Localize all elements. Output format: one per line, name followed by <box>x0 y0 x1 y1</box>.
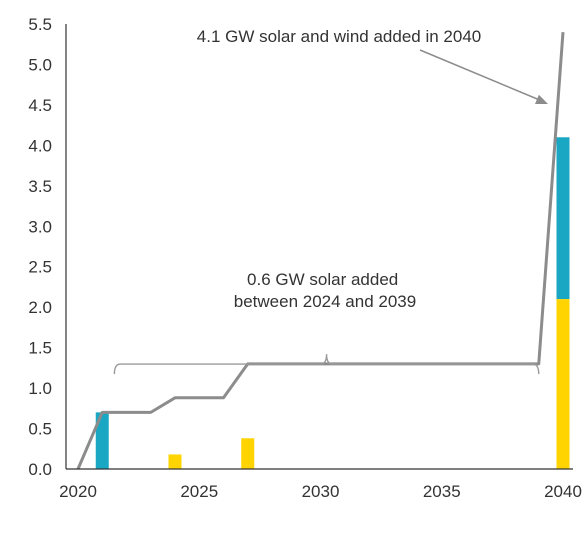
annotation-solar-line-1: 0.6 GW solar added <box>247 270 398 289</box>
x-tick-labels: 2020 2025 2030 2035 2040 <box>59 482 582 501</box>
bars-layer <box>95 137 570 469</box>
y-tick-label: 3.0 <box>28 217 52 236</box>
x-tick-label: 2030 <box>302 482 340 501</box>
annotation-solar-line-2: between 2024 and 2039 <box>234 292 416 311</box>
y-tick-labels: 0.0 0.5 1.0 1.5 2.0 2.5 3.0 3.5 4.0 4.5 5.0 5.5 <box>28 15 52 479</box>
bar <box>241 438 255 469</box>
bar <box>556 299 570 469</box>
y-tick-label: 2.0 <box>28 298 52 317</box>
annotation-2040-label: 4.1 GW solar and wind added in 2040 <box>197 27 481 46</box>
annotation-arrow-head <box>535 94 548 104</box>
x-tick-label: 2025 <box>180 482 218 501</box>
cumulative-line <box>76 31 565 470</box>
x-tick-label: 2040 <box>544 482 582 501</box>
line-layer <box>76 31 565 470</box>
y-tick-label: 4.0 <box>28 136 52 155</box>
bar <box>556 137 570 300</box>
y-tick-label: 3.5 <box>28 177 52 196</box>
x-tick-label: 2035 <box>423 482 461 501</box>
bar <box>95 412 109 469</box>
y-tick-label: 2.5 <box>28 258 52 277</box>
x-tick-label: 2020 <box>59 482 97 501</box>
annotation-arrow <box>419 49 543 102</box>
y-tick-label: 5.5 <box>28 15 52 34</box>
y-tick-label: 1.5 <box>28 339 52 358</box>
annotation-2040-line-1: 4.1 GW solar and wind added in 2040 <box>197 27 481 46</box>
annotation-solar-label: 0.6 GW solar added between 2024 and 2039 <box>234 270 416 311</box>
y-tick-label: 5.0 <box>28 55 52 74</box>
annotation-layer: 4.1 GW solar and wind added in 2040 0.6 … <box>197 27 548 311</box>
axis-layer <box>65 24 573 470</box>
y-tick-label: 0.5 <box>28 420 52 439</box>
bar <box>168 454 182 469</box>
y-tick-label: 0.0 <box>28 460 52 479</box>
y-tick-label: 4.5 <box>28 96 52 115</box>
y-tick-label: 1.0 <box>28 379 52 398</box>
